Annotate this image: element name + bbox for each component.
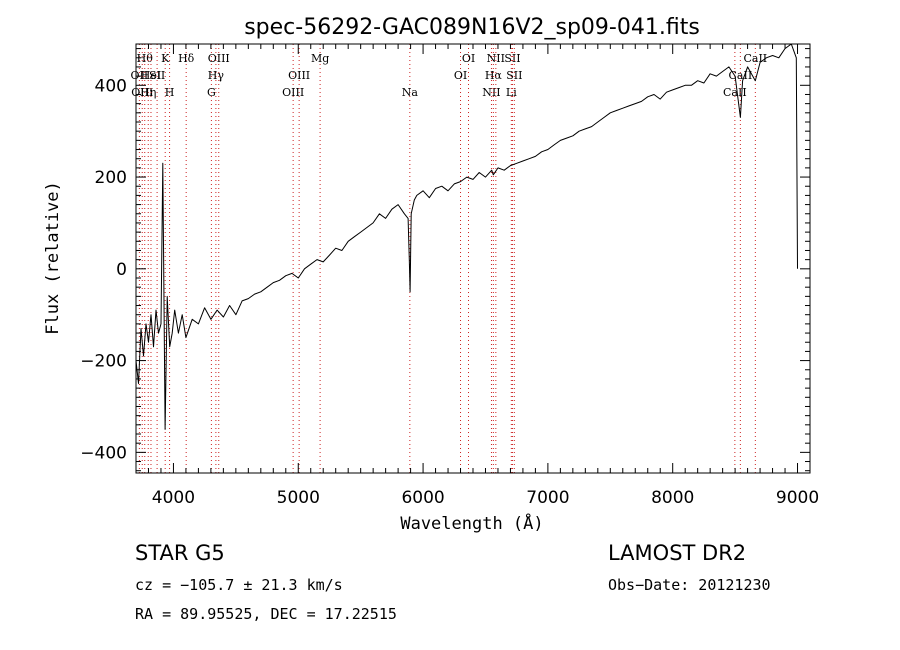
- marker-label-1: OIII: [131, 86, 153, 99]
- x-tick-label: 7000: [526, 488, 569, 508]
- marker-label-23: SII: [506, 69, 522, 82]
- marker-label-19: Hα: [485, 69, 503, 82]
- coordinates: RA = 89.95525, DEC = 17.22515: [135, 605, 397, 623]
- observation-date: Obs−Date: 20121230: [608, 576, 771, 594]
- marker-label-10: Hγ: [208, 69, 225, 82]
- x-tick-label: 6000: [401, 488, 444, 508]
- object-type: STAR G5: [135, 541, 225, 565]
- data-release: LAMOST DR2: [608, 541, 747, 565]
- x-tick-label: 4000: [152, 488, 195, 508]
- marker-label-3: Hη: [140, 86, 156, 99]
- marker-label-4: HeI: [141, 69, 161, 82]
- spectrum-series: [135, 43, 798, 430]
- marker-label-9: G: [207, 86, 216, 99]
- y-tick-label: 200: [95, 168, 127, 188]
- marker-label-2: Hθ: [137, 52, 154, 65]
- y-tick-label: −400: [80, 443, 127, 463]
- marker-label-5: SII: [149, 69, 165, 82]
- redshift-velocity: cz = −105.7 ± 21.3 km/s: [135, 576, 343, 594]
- spectrum-line: [135, 43, 798, 430]
- marker-label-12: OIII: [282, 86, 304, 99]
- plot-frame: [135, 43, 811, 474]
- marker-label-11: OIII: [208, 52, 230, 65]
- marker-label-25: CaII: [729, 69, 753, 82]
- chart-title: spec-56292-GAC089N16V2_sp09-041.fits: [244, 15, 700, 40]
- y-tick-label: 400: [95, 76, 127, 96]
- y-tick-label: −200: [80, 352, 127, 372]
- y-axis-label: Flux (relative): [43, 181, 63, 335]
- marker-label-21: Li: [506, 86, 517, 99]
- x-tick-label: 5000: [277, 488, 320, 508]
- emission-line-markers: OIIOIIIHθHηHeISIIKHHδGHγOIIIOIIIOIIIMgNa…: [131, 44, 767, 473]
- marker-label-7: H: [165, 86, 175, 99]
- marker-label-15: Na: [402, 86, 419, 99]
- axes: 4000 5000 6000 7000 8000 9000 −400 −200 0 200 400: [80, 43, 819, 508]
- x-tick-label: 9000: [776, 488, 819, 508]
- marker-label-16: OI: [454, 69, 467, 82]
- marker-label-0: OII: [131, 69, 149, 82]
- marker-label-20: NII: [487, 52, 505, 65]
- marker-label-17: OI: [462, 52, 475, 65]
- marker-label-13: OIII: [288, 69, 310, 82]
- marker-label-24: CaII: [723, 86, 747, 99]
- marker-label-18: NII: [482, 86, 500, 99]
- x-tick-label: 8000: [651, 488, 694, 508]
- marker-label-6: K: [161, 52, 170, 65]
- y-tick-label: 0: [116, 260, 127, 280]
- marker-label-22: SII: [504, 52, 520, 65]
- marker-label-8: Hδ: [178, 52, 195, 65]
- marker-label-14: Mg: [311, 52, 329, 65]
- marker-label-26: CaII: [743, 52, 767, 65]
- x-axis-label: Wavelength (Å): [400, 512, 543, 534]
